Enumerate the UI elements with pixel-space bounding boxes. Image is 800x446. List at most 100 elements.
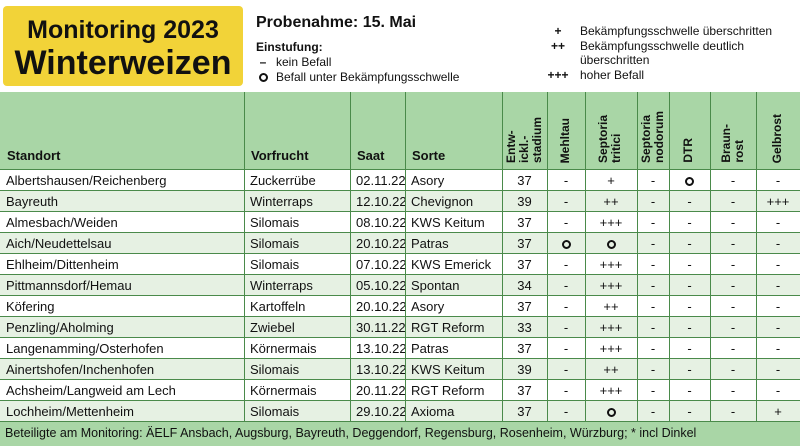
cell-vorfrucht: Silomais [250,236,300,251]
column-divider [710,92,711,421]
cell-sorte: Chevignon [411,194,474,209]
cell-mehltau: - [563,215,569,230]
cell-dtr: - [687,383,692,398]
cell-vorfrucht: Silomais [250,257,300,272]
cell-standort: Almesbach/Weiden [6,215,118,230]
legend-label: überschritten [580,53,650,67]
cell-saat: 08.10.22 [356,215,407,230]
cell-vorfrucht: Silomais [250,404,300,419]
header-braunrost-line2: rost [732,140,746,163]
row-divider [0,295,800,296]
header-septoria-tritici-line1: Septoria [596,114,610,163]
cell-mehltau: - [563,194,569,209]
header-stadium-label: Entw-ickl.- stadium [504,117,544,163]
footer-participants: Beteiligte am Monitoring: ÄELF Ansbach, … [5,426,697,440]
row-divider [0,190,800,191]
cell-standort: Aich/Neudettelsau [6,236,112,251]
cell-vorfrucht: Körnermais [250,341,317,356]
cell-stadium: 37 [517,299,532,314]
cell-standort: Lochheim/Mettenheim [6,404,134,419]
cell-septoria-nodorum: - [650,215,656,230]
cell-gelbrost: - [775,173,781,188]
cell-septoria-tritici: +++ [599,257,623,272]
legend-label: hoher Befall [580,68,645,82]
header-septoria-tritici: Septoria tritici [585,92,637,169]
cell-braunrost: - [730,194,736,209]
cell-stadium: 39 [517,362,532,377]
circle-icon [669,170,710,191]
cell-stadium: 34 [517,278,532,293]
cell-braunrost: - [730,299,736,314]
cell-stadium: 37 [517,257,532,272]
row-divider [0,232,800,233]
cell-septoria-nodorum: - [650,299,656,314]
legend-symbol: +++ [547,68,569,82]
cell-dtr: - [687,320,692,335]
legend-label: Bekämpfungsschwelle deutlich [580,39,745,53]
row-divider [0,379,800,380]
cell-dtr: - [687,194,692,209]
cell-braunrost: - [730,320,736,335]
cell-septoria-nodorum: - [650,257,656,272]
header-mehltau-label: Mehltau [558,117,572,163]
cell-septoria-nodorum: - [650,404,656,419]
cell-stadium: 33 [517,320,532,335]
cell-gelbrost: - [775,320,781,335]
header-mehltau: Mehltau [547,92,585,169]
header-vorfrucht: Vorfrucht [244,92,350,169]
column-divider [405,92,406,421]
cell-septoria-tritici: +++ [599,341,623,356]
cell-septoria-tritici: ++ [603,362,619,377]
cell-saat: 02.11.22 [356,173,406,188]
cell-mehltau: - [563,320,569,335]
cell-septoria-nodorum: - [650,236,656,251]
table-row: Penzling/Aholming Zwiebel 30.11.22 RGT Refo… [0,317,800,338]
cell-braunrost: - [730,362,736,377]
cell-braunrost: - [730,383,736,398]
cell-sorte: Spontan [411,278,460,293]
cell-saat: 13.10.22 [356,341,407,356]
cell-braunrost: - [730,404,736,419]
cell-stadium: 39 [517,194,532,209]
column-divider [585,92,586,421]
cell-standort: Ehlheim/Dittenheim [6,257,119,272]
table-row: Köfering Kartoffeln 20.10.22 Asory 37 - ++ - - - - [0,296,800,317]
cell-sorte: Patras [411,341,449,356]
circle-icon [547,233,585,254]
row-divider [0,169,800,170]
cell-standort: Ainertshofen/Inchenhofen [6,362,155,377]
cell-dtr: - [687,278,692,293]
header-stadium-line1: Entw- [504,130,518,163]
cell-vorfrucht: Zwiebel [250,320,295,335]
circle-icon [256,70,270,84]
cell-dtr: - [687,299,692,314]
title-box: Monitoring 2023 Winterweizen [3,6,243,86]
cell-stadium: 37 [517,404,532,419]
cell-sorte: Patras [411,236,449,251]
cell-sorte: KWS Emerick [411,257,492,272]
einstufung-item-none: – kein Befall [256,55,332,69]
cell-mehltau: - [563,257,569,272]
column-divider [637,92,638,421]
circle-icon [585,401,637,422]
cell-saat: 13.10.22 [356,362,407,377]
cell-vorfrucht: Körnermais [250,383,317,398]
cell-gelbrost: + [774,404,782,419]
cell-dtr: - [687,341,692,356]
cell-gelbrost: - [775,236,781,251]
cell-septoria-tritici: +++ [599,383,623,398]
cell-dtr: - [687,362,692,377]
title-line1: Monitoring 2023 [27,16,219,44]
cell-gelbrost: - [775,299,781,314]
monitoring-table: Standort Vorfrucht Saat Sorte Entw-ickl.… [0,92,800,422]
header-saat-label: Saat [357,148,385,163]
cell-braunrost: - [730,215,736,230]
header-sorte: Sorte [405,92,502,169]
cell-septoria-tritici: +++ [599,278,623,293]
cell-stadium: 37 [517,383,532,398]
table-row: Achsheim/Langweid am Lech Körnermais 20.11… [0,380,800,401]
header-septoria-nodorum-line2: nodorum [652,111,666,163]
header-septoria-nodorum: Septoria nodorum [637,92,669,169]
legend-symbol: + [554,24,562,38]
column-divider [350,92,351,421]
